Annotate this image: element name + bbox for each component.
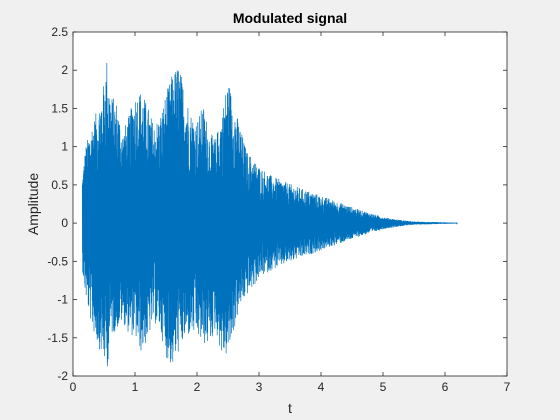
x-tick-label: 5	[380, 380, 387, 394]
x-tick-label: 6	[442, 380, 449, 394]
y-tick-label: -2	[57, 369, 68, 383]
x-tick-label: 4	[318, 380, 325, 394]
y-tick-label: 1	[61, 140, 68, 154]
y-tick-label: 1.5	[51, 101, 68, 115]
x-tick-label: 2	[194, 380, 201, 394]
x-tick-label: 7	[504, 380, 511, 394]
y-axis-ticks: -2 -1.5 -1 -0.5 0 0.5 1 1.5 2 2.5	[47, 25, 507, 383]
x-tick-label: 1	[132, 380, 139, 394]
y-tick-label: 0	[61, 216, 68, 230]
x-tick-label: 3	[256, 380, 263, 394]
y-tick-label: 0.5	[51, 178, 68, 192]
axes-box	[72, 31, 508, 377]
y-tick-label: -1	[57, 293, 68, 307]
x-tick-label: 0	[70, 380, 77, 394]
x-axis-label: t	[288, 400, 292, 416]
y-axis-label: Amplitude	[25, 173, 41, 235]
y-tick-label: -0.5	[47, 254, 68, 268]
chart-title: Modulated signal	[233, 10, 347, 26]
y-tick-label: 2	[61, 63, 68, 77]
x-axis-ticks: 0 1 2 3 4 5 6 7	[70, 32, 511, 394]
y-tick-label: 2.5	[51, 25, 68, 39]
signal-series-line	[81, 63, 458, 367]
y-tick-label: -1.5	[47, 331, 68, 345]
series-layer	[81, 63, 458, 367]
